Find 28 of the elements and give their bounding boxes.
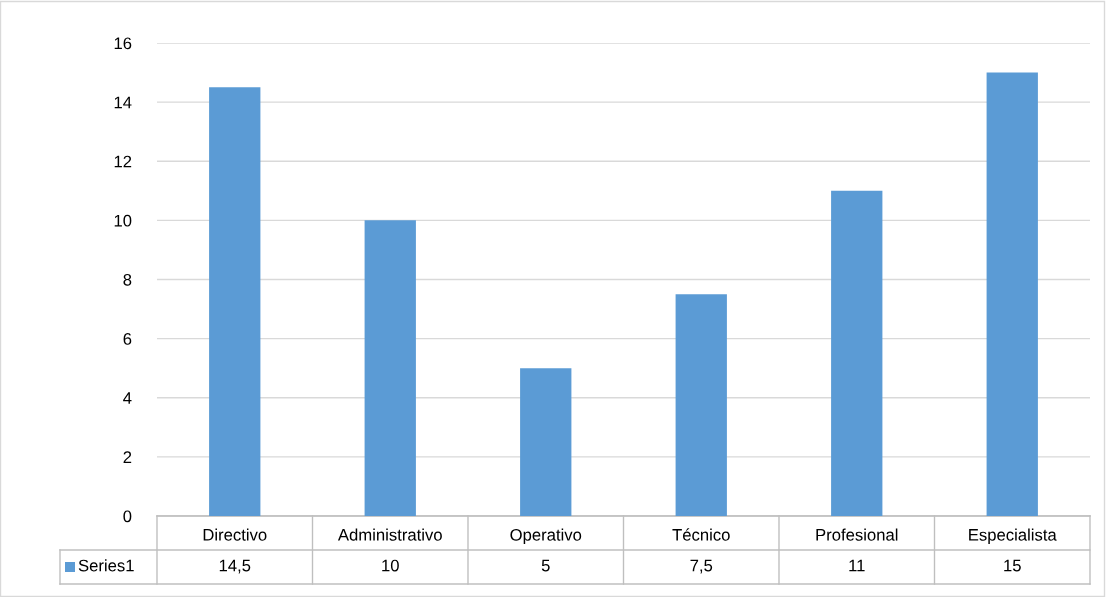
data-label: 7,5 xyxy=(690,559,713,574)
data-label: 10 xyxy=(382,559,399,572)
x-tick-label: Técnico xyxy=(672,528,730,541)
y-tick-label: 6 xyxy=(123,333,132,345)
y-tick-label: 2 xyxy=(123,451,132,463)
y-tick-label: 8 xyxy=(123,273,132,286)
bar xyxy=(209,87,261,516)
x-tick-label: Profesional xyxy=(816,528,898,541)
y-tick-label: 10 xyxy=(114,214,132,227)
bar xyxy=(520,368,572,516)
legend-label: Series1 xyxy=(78,559,134,572)
bar xyxy=(364,220,416,516)
x-tick-label: Administrativo xyxy=(337,528,442,541)
y-tick-label: 12 xyxy=(114,155,132,168)
x-tick-label: Operativo xyxy=(510,528,582,545)
bar xyxy=(831,190,883,516)
data-label: 15 xyxy=(1004,559,1021,572)
y-tick-label: 4 xyxy=(123,392,132,404)
y-tick-label: 0 xyxy=(123,510,132,523)
data-label: 11 xyxy=(849,559,865,572)
y-tick-label: 14 xyxy=(114,96,132,109)
bar xyxy=(986,72,1038,516)
data-label: 14,5 xyxy=(219,559,251,574)
data-label: 5 xyxy=(541,559,550,572)
x-tick-label: Especialista xyxy=(969,528,1057,545)
x-tick-label: Directivo xyxy=(203,528,267,541)
y-tick-label: 16 xyxy=(114,37,132,50)
bar xyxy=(675,294,727,516)
